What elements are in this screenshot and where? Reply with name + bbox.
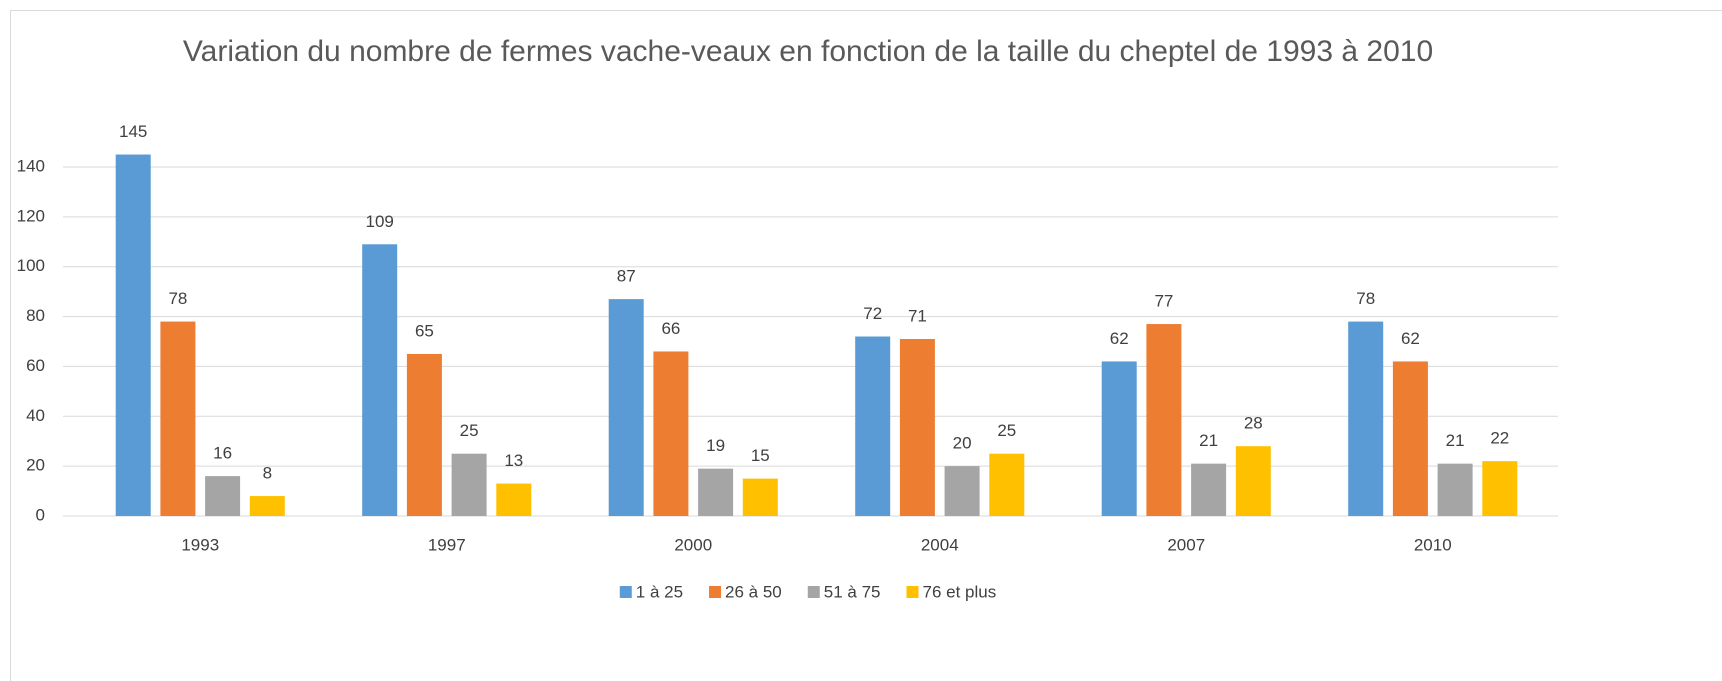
- bar: [855, 336, 891, 516]
- data-label: 65: [415, 321, 434, 340]
- legend-label: 1 à 25: [636, 582, 683, 601]
- bar: [1392, 361, 1428, 516]
- data-label: 78: [168, 289, 187, 308]
- bar: [698, 468, 734, 516]
- y-tick-label: 140: [17, 156, 45, 175]
- data-label: 19: [706, 436, 725, 455]
- y-tick-label: 20: [26, 456, 45, 475]
- bar: [653, 351, 689, 516]
- bar: [1235, 446, 1271, 516]
- bar: [1146, 324, 1182, 516]
- bar: [115, 154, 151, 517]
- data-label: 87: [617, 267, 636, 286]
- y-tick-label: 80: [26, 306, 45, 325]
- legend-label: 51 à 75: [824, 582, 881, 601]
- legend-label: 76 et plus: [923, 582, 997, 601]
- x-tick-label: 1997: [428, 535, 466, 554]
- data-label: 20: [953, 434, 972, 453]
- bar: [989, 453, 1025, 516]
- data-label: 13: [504, 451, 523, 470]
- chart-border: [10, 10, 1722, 681]
- x-tick-label: 2010: [1414, 535, 1452, 554]
- legend-swatch: [709, 586, 722, 598]
- bar: [608, 299, 644, 516]
- bar: [249, 496, 285, 516]
- bar: [1482, 461, 1518, 516]
- x-tick-label: 1993: [181, 535, 219, 554]
- data-label: 78: [1356, 289, 1375, 308]
- legend-swatch: [619, 586, 632, 598]
- bar: [1101, 361, 1137, 516]
- data-label: 71: [908, 306, 927, 325]
- bar: [205, 476, 241, 516]
- y-tick-label: 120: [17, 206, 45, 225]
- y-tick-label: 0: [36, 505, 45, 524]
- data-label: 28: [1244, 414, 1263, 433]
- data-label: 77: [1154, 292, 1173, 311]
- bar: [451, 453, 487, 516]
- y-tick-label: 40: [26, 406, 45, 425]
- data-label: 66: [661, 319, 680, 338]
- bar: [362, 244, 398, 516]
- bar: [742, 478, 778, 516]
- x-tick-label: 2007: [1167, 535, 1205, 554]
- data-label: 62: [1110, 329, 1129, 348]
- chart-title: Variation du nombre de fermes vache-veau…: [182, 35, 1434, 68]
- data-label: 16: [213, 444, 232, 463]
- y-tick-label: 100: [17, 256, 45, 275]
- data-label: 62: [1401, 329, 1420, 348]
- data-label: 109: [366, 212, 394, 231]
- legend-swatch: [807, 586, 820, 598]
- bar: [899, 339, 935, 516]
- bar: [1348, 321, 1384, 516]
- data-label: 21: [1199, 431, 1218, 450]
- data-label: 8: [263, 464, 272, 483]
- bar: [160, 321, 196, 516]
- bar: [496, 483, 532, 516]
- legend-swatch: [906, 586, 919, 598]
- data-label: 22: [1490, 429, 1509, 448]
- data-label: 145: [119, 122, 147, 141]
- x-tick-label: 2004: [921, 535, 959, 554]
- legend-label: 26 à 50: [725, 582, 782, 601]
- x-tick-label: 2000: [674, 535, 712, 554]
- data-label: 21: [1446, 431, 1465, 450]
- data-label: 25: [460, 421, 479, 440]
- bar: [406, 353, 442, 516]
- data-label: 25: [997, 421, 1016, 440]
- bar: [1191, 463, 1227, 516]
- bar: [1437, 463, 1473, 516]
- data-label: 72: [863, 304, 882, 323]
- bar: [944, 466, 980, 516]
- y-tick-label: 60: [26, 356, 45, 375]
- data-label: 15: [751, 446, 770, 465]
